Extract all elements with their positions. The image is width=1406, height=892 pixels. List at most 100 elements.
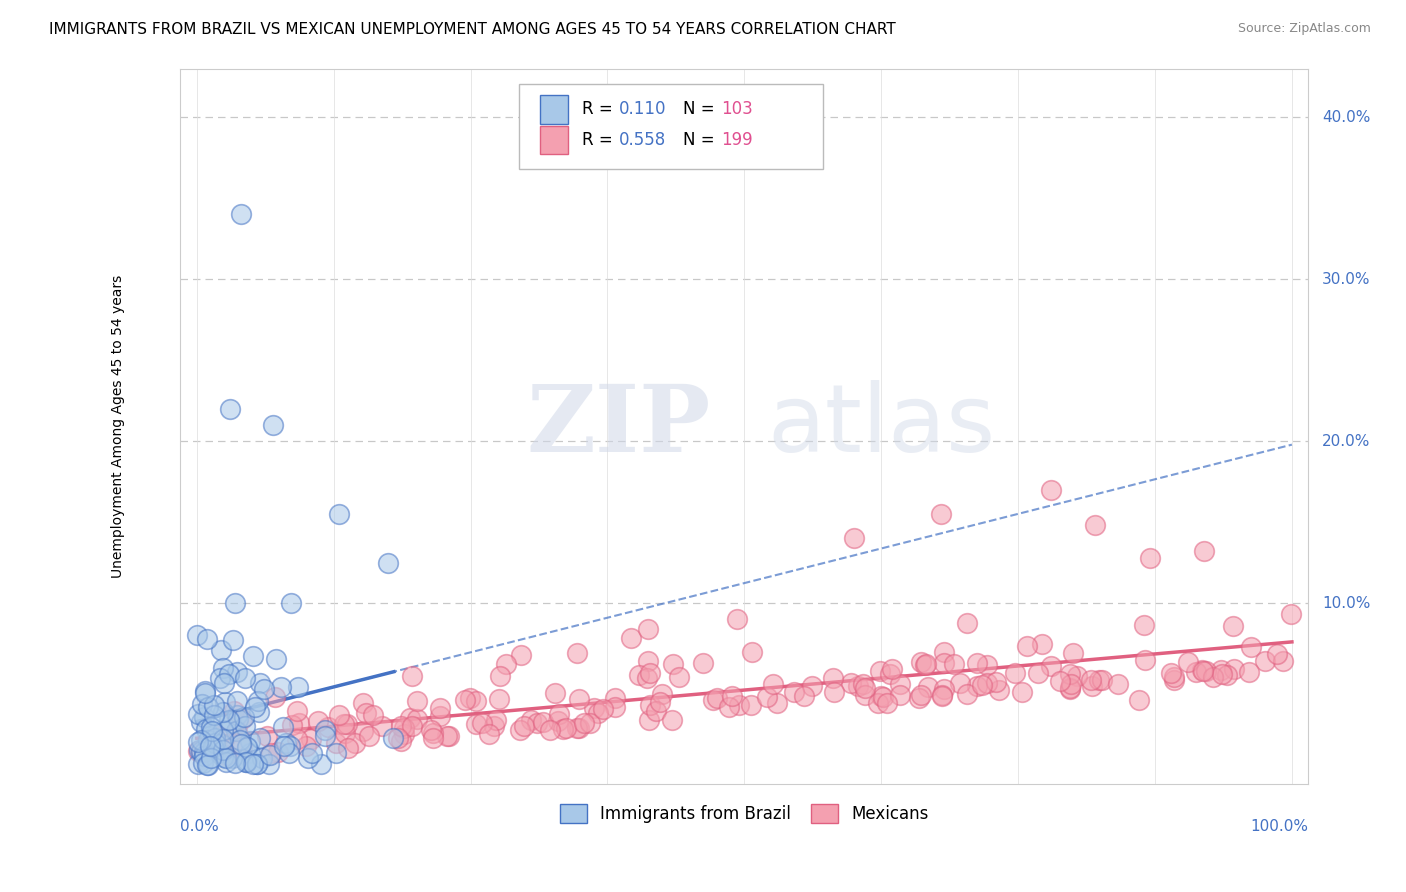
Point [257,757,280,772]
Point [1163,669,1185,683]
Point [1011,685,1033,699]
Point [285,731,308,746]
Point [555,721,578,735]
Point [259,747,281,762]
Point [371,719,394,733]
Point [344,736,367,750]
Point [1060,676,1083,690]
Point [429,709,451,723]
Point [419,723,441,737]
Point [226,665,249,679]
Point [280,596,302,610]
Point [1133,653,1156,667]
Text: 40.0%: 40.0% [1322,110,1371,125]
Point [436,730,458,744]
Point [1091,673,1114,687]
Text: R =: R = [582,100,617,119]
Point [193,749,215,764]
Point [638,665,661,680]
Point [692,656,714,670]
Point [478,727,501,741]
Point [190,715,212,730]
Point [193,745,215,759]
Point [1107,676,1129,690]
Point [509,723,531,737]
Point [976,676,998,690]
Point [583,700,606,714]
Point [226,712,249,726]
Point [876,696,898,710]
Point [1084,518,1107,533]
Point [201,723,224,738]
Point [544,686,567,700]
Point [190,733,212,747]
Point [1177,655,1199,669]
Point [195,757,218,772]
Point [271,720,294,734]
Point [191,697,214,711]
Text: 10.0%: 10.0% [1322,596,1371,610]
Point [336,716,359,731]
Point [204,731,226,746]
Point [1253,654,1275,668]
Point [224,704,246,718]
Point [1265,647,1288,661]
Point [191,756,214,770]
Point [422,725,444,739]
Point [931,507,953,521]
Point [932,645,955,659]
Point [956,687,979,701]
Text: 0.110: 0.110 [619,100,666,119]
Point [547,714,569,728]
Point [1049,673,1071,688]
Point [225,724,247,739]
Point [620,631,643,645]
Point [482,719,505,733]
Point [195,723,218,737]
Point [783,685,806,699]
Point [839,675,862,690]
Point [870,689,893,703]
Point [931,688,953,702]
Point [1059,681,1081,696]
Point [200,751,222,765]
Point [551,723,574,737]
Point [260,746,283,760]
Point [246,757,269,772]
Point [879,666,901,681]
Point [637,654,659,668]
Point [197,700,219,714]
Point [236,754,259,768]
Point [287,680,309,694]
Point [361,707,384,722]
Point [336,740,359,755]
Point [352,696,374,710]
Point [194,685,217,699]
Text: ZIP: ZIP [526,382,710,472]
Point [1059,667,1081,681]
Point [233,671,256,685]
Point [485,713,508,727]
Point [910,655,932,669]
Point [728,698,751,712]
Point [211,742,233,756]
Point [1062,647,1084,661]
Point [651,687,673,701]
Point [1004,666,1026,681]
Point [391,718,413,732]
Point [568,721,591,735]
Point [264,652,287,666]
Text: 0.558: 0.558 [619,131,666,149]
Point [222,632,245,647]
Point [186,628,208,642]
Point [209,643,232,657]
Text: N =: N = [683,131,720,149]
Point [661,714,683,728]
Point [1194,544,1216,558]
Point [740,698,762,713]
Point [381,731,404,745]
Point [299,731,322,746]
Text: 0.0%: 0.0% [180,819,219,834]
Point [218,713,240,727]
Point [233,719,256,733]
